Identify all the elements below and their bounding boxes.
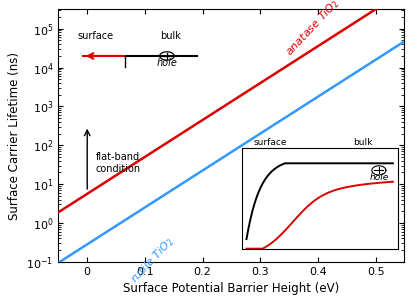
X-axis label: Surface Potential Barrier Height (eV): Surface Potential Barrier Height (eV) bbox=[123, 282, 339, 295]
Y-axis label: Surface Carrier Lifetime (ns): Surface Carrier Lifetime (ns) bbox=[8, 51, 21, 220]
Text: flat-band
condition: flat-band condition bbox=[96, 152, 141, 173]
Text: anatase TiO$_2$: anatase TiO$_2$ bbox=[283, 0, 343, 59]
Text: rutile TiO$_2$: rutile TiO$_2$ bbox=[128, 234, 177, 286]
